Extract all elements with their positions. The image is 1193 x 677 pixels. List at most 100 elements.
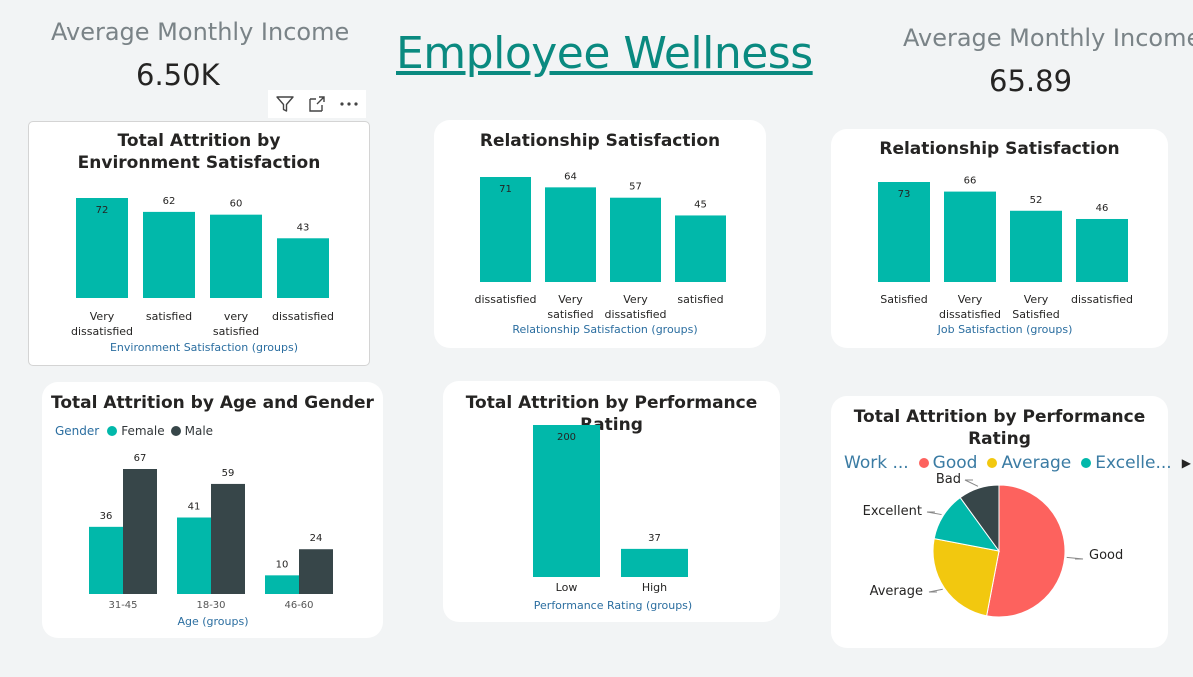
data-label-env-0: 72 xyxy=(96,205,109,216)
data-label-job-0: 73 xyxy=(898,189,911,200)
pie-label-bad: Bad xyxy=(936,472,961,487)
pie-leader-excellent xyxy=(926,511,942,516)
category-label-perf-0: Low xyxy=(556,581,578,594)
bar-job-0[interactable] xyxy=(878,182,930,282)
env-chart: 72 Very dissatisfied 62 satisfied 60 very satis… xyxy=(71,196,334,354)
category-label-env-2: very xyxy=(224,310,249,323)
kpi-left-label: Average Monthly Income xyxy=(51,18,350,46)
age-chart-title: Total Attrition by Age and Gender xyxy=(51,393,374,413)
pie-slice-average[interactable] xyxy=(932,538,1000,617)
pie-label-excellent: Excellent xyxy=(863,504,922,519)
category-label-rel-2: dissatisfied xyxy=(604,308,666,321)
category-label-age-1: 18-30 xyxy=(196,600,225,611)
data-label-rel-2: 57 xyxy=(629,182,642,193)
category-label-job-0: Satisfied xyxy=(880,293,928,306)
category-label-rel-3: satisfied xyxy=(677,293,723,306)
bar-rel-3[interactable] xyxy=(675,215,726,282)
age-legend-title: Gender xyxy=(55,424,100,438)
category-label-job-1: dissatisfied xyxy=(939,308,1001,321)
data-label-age-female-1: 41 xyxy=(188,502,201,513)
pie-legend-title: Work ... xyxy=(844,453,909,473)
category-label-env-3: dissatisfied xyxy=(272,310,334,323)
kpi-right-label: Average Monthly Income xyxy=(903,24,1193,52)
data-label-age-female-2: 10 xyxy=(276,559,289,570)
pie-leader-good xyxy=(1066,556,1084,560)
data-label-env-2: 60 xyxy=(230,199,243,210)
x-axis-title-perf: Performance Rating (groups) xyxy=(534,599,692,612)
performance-bar-card[interactable]: Total Attrition by Performance Rating 20… xyxy=(443,381,780,622)
data-label-age-male-1: 59 xyxy=(222,468,235,479)
bar-job-2[interactable] xyxy=(1010,210,1062,282)
bar-job-1[interactable] xyxy=(944,191,996,282)
data-label-env-3: 43 xyxy=(297,222,310,233)
average-legend-label[interactable]: Average xyxy=(1001,453,1072,473)
pie-slice-bad[interactable] xyxy=(959,484,1000,553)
pie-slice-good[interactable] xyxy=(986,484,1066,618)
pie-label-average: Average xyxy=(870,584,923,599)
pie-label-good: Good xyxy=(1089,548,1123,563)
bar-env-1[interactable] xyxy=(143,211,195,298)
bar-env-0[interactable] xyxy=(76,198,128,298)
pie-leader-bad xyxy=(964,479,979,487)
age-gender-card[interactable]: Total Attrition by Age and Gender Gender… xyxy=(42,382,383,638)
data-label-perf-1: 37 xyxy=(648,533,661,544)
category-label-rel-1: Very xyxy=(558,293,583,306)
env-chart-title: Total Attrition by Environment Satisfact… xyxy=(77,131,321,173)
x-axis-title-job: Job Satisfaction (groups) xyxy=(937,323,1073,336)
focus-mode-icon[interactable] xyxy=(304,92,330,116)
legend-next-icon[interactable]: ▶ xyxy=(1181,456,1191,470)
bar-rel-1[interactable] xyxy=(545,187,596,282)
data-label-job-1: 66 xyxy=(964,176,977,187)
category-label-rel-2: Very xyxy=(623,293,648,306)
performance-pie-card[interactable]: Total Attrition by Performance Rating Wo… xyxy=(831,396,1191,648)
good-legend-label[interactable]: Good xyxy=(932,453,978,473)
category-label-env-1: satisfied xyxy=(146,310,192,323)
kpi-left-value: 6.50K xyxy=(136,58,220,92)
data-label-perf-0: 200 xyxy=(557,432,576,443)
rel-chart-title: Relationship Satisfaction xyxy=(479,131,721,151)
data-label-age-male-0: 67 xyxy=(134,453,147,464)
female-legend-label[interactable]: Female xyxy=(121,424,165,438)
bar-age-female-0[interactable] xyxy=(89,526,123,594)
pie-legend: Work ... Good Average Excelle... ▶ xyxy=(844,453,1191,473)
job-chart: 73 Satisfied 66 Very dissatisfied 52 Very Satis… xyxy=(878,176,1133,336)
bar-rel-2[interactable] xyxy=(610,197,661,282)
bar-env-3[interactable] xyxy=(277,238,329,298)
excellent-legend-label[interactable]: Excelle... xyxy=(1095,453,1172,473)
perf-chart: 200 Low 37 High Performance Rating (groups) xyxy=(533,425,692,612)
more-options-icon[interactable] xyxy=(336,92,362,116)
bar-age-female-2[interactable] xyxy=(265,575,299,594)
bar-age-female-1[interactable] xyxy=(177,517,211,594)
bar-perf-0[interactable] xyxy=(533,425,600,577)
category-label-job-3: dissatisfied xyxy=(1071,293,1133,306)
bar-job-3[interactable] xyxy=(1076,218,1128,282)
env-satisfaction-card[interactable]: Total Attrition by Environment Satisfact… xyxy=(28,121,370,366)
pie-chart: Good Average Excellent Bad xyxy=(863,472,1123,618)
bar-env-2[interactable] xyxy=(210,214,262,298)
visual-header-toolbar xyxy=(268,90,366,118)
dashboard-title: Employee Wellness xyxy=(396,28,813,79)
job-satisfaction-card[interactable]: Relationship Satisfaction 73 Satisfied 66 V… xyxy=(831,129,1168,348)
relationship-satisfaction-card[interactable]: Relationship Satisfaction 71 dissatisfied… xyxy=(434,120,766,348)
category-label-rel-0: dissatisfied xyxy=(474,293,536,306)
average-legend-dot xyxy=(987,458,998,468)
bar-rel-0[interactable] xyxy=(480,177,531,282)
category-label-job-1: Very xyxy=(958,293,983,306)
category-label-job-2: Very xyxy=(1024,293,1049,306)
category-label-env-0: Very xyxy=(90,310,115,323)
pie-leader-average xyxy=(928,588,943,593)
male-legend-label[interactable]: Male xyxy=(184,424,214,438)
data-label-job-3: 46 xyxy=(1096,203,1109,214)
data-label-age-female-0: 36 xyxy=(100,511,113,522)
male-legend-dot xyxy=(170,426,181,436)
good-legend-dot xyxy=(918,458,929,468)
bar-perf-1[interactable] xyxy=(621,548,688,577)
bar-age-male-2[interactable] xyxy=(299,549,333,594)
bar-age-male-1[interactable] xyxy=(211,483,245,594)
rel-chart: 71 dissatisfied 64 Very satisfied 57 Very dissa… xyxy=(474,171,726,336)
filter-icon[interactable] xyxy=(272,92,298,116)
age-legend: Gender Female Male xyxy=(55,424,213,438)
bar-age-male-0[interactable] xyxy=(123,469,157,594)
x-axis-title-rel: Relationship Satisfaction (groups) xyxy=(512,323,697,336)
category-label-perf-1: High xyxy=(642,581,667,594)
